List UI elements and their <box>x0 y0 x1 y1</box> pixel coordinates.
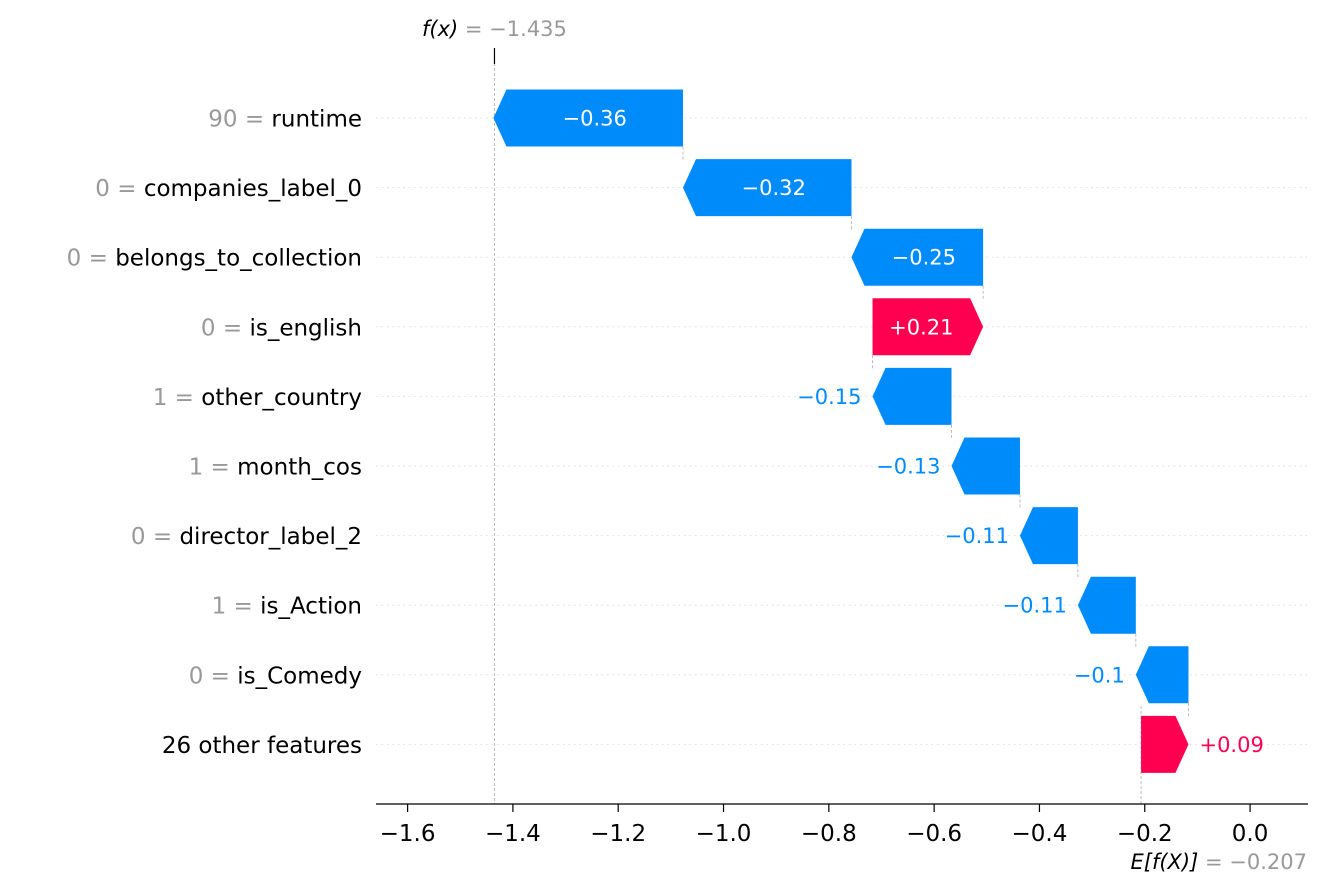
feature-label: 1 = month_cos <box>189 455 362 481</box>
connector-lines <box>493 48 1189 804</box>
negative-contribution-bar <box>1019 507 1078 565</box>
negative-contribution-bar <box>851 228 984 286</box>
feature-label: 26 other features <box>162 733 362 759</box>
bar-value-label: −0.13 <box>876 455 940 479</box>
feature-label: 90 = runtime <box>208 107 362 133</box>
x-axis: −1.6 −1.4 −1.2 −1.0 −0.8 −0.6 −0.4 −0.2 0.0 <box>376 803 1308 847</box>
bar-value-label: +0.09 <box>1199 733 1263 757</box>
x-tick-label: −1.0 <box>696 821 752 847</box>
bars: −0.36 −0.32 −0.25 +0.21 −0.15 −0.13 −0.11 −0.11… <box>493 89 1264 773</box>
bar-value-label: −0.15 <box>797 385 861 409</box>
bar-value-label: −0.11 <box>1003 594 1067 618</box>
x-tick-label: −0.6 <box>906 821 962 847</box>
negative-contribution-bar <box>951 437 1020 495</box>
feature-label: 0 = director_label_2 <box>131 524 362 550</box>
negative-contribution-bar <box>493 89 683 147</box>
bar-value-label: −0.32 <box>742 176 806 200</box>
feature-labels: 90 = runtime 0 = companies_label_0 0 = bel… <box>67 107 362 759</box>
positive-contribution-bar <box>1141 715 1189 773</box>
base-value-label: E[f(X)] = −0.207 <box>1131 850 1308 874</box>
negative-contribution-bar <box>682 159 852 217</box>
bar-value-label: +0.21 <box>889 315 953 339</box>
feature-label: 0 = is_Comedy <box>189 663 362 689</box>
bar-value-label: −0.1 <box>1074 663 1125 687</box>
x-tick-label: 0.0 <box>1232 821 1269 847</box>
negative-contribution-bar <box>872 367 952 425</box>
feature-label: 1 = is_Action <box>212 594 362 620</box>
output-value-label: f(x) = −1.435 <box>422 17 567 41</box>
x-tick-label: −0.2 <box>1117 821 1173 847</box>
feature-label: 0 = companies_label_0 <box>95 176 362 202</box>
bar-value-label: −0.25 <box>892 246 956 270</box>
x-tick-label: −1.6 <box>380 821 436 847</box>
positive-contribution-bar <box>872 298 984 356</box>
feature-label: 1 = other_country <box>153 385 362 411</box>
feature-label: 0 = belongs_to_collection <box>67 246 362 272</box>
value-markers: f(x) = −1.435 E[f(X)] = −0.207 <box>422 17 1307 874</box>
x-tick-label: −1.2 <box>590 821 646 847</box>
negative-contribution-bar <box>1077 576 1136 634</box>
x-tick-label: −0.8 <box>801 821 857 847</box>
x-tick-label: −0.4 <box>1012 821 1068 847</box>
negative-contribution-bar <box>1135 646 1189 704</box>
row-gridlines <box>376 117 1308 745</box>
bar-value-label: −0.36 <box>563 107 627 131</box>
bar-value-label: −0.11 <box>945 524 1009 548</box>
feature-label: 0 = is_english <box>201 315 362 341</box>
x-tick-label: −1.4 <box>485 821 541 847</box>
